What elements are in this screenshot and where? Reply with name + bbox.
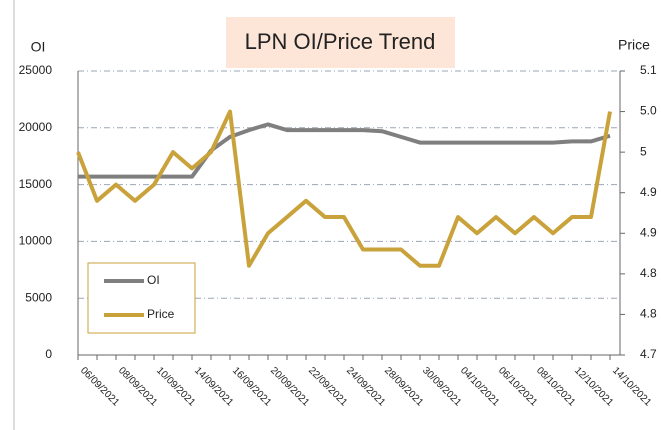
x-tick-label: 16/09/2021 (230, 365, 273, 408)
legend-label: OI (147, 273, 160, 287)
legend-box (87, 262, 196, 334)
x-tick-label: 08/10/2021 (534, 365, 577, 408)
x-tick-label: 20/09/2021 (268, 365, 311, 408)
legend-label: Price (147, 307, 175, 321)
y2-tick-label: 4.8 (640, 266, 657, 280)
x-tick-label: 04/10/2021 (458, 365, 501, 408)
y2-tick-label: 4.9 (640, 185, 657, 199)
y2-tick-label: 4.8 (640, 307, 657, 321)
x-tick-label: 10/09/2021 (154, 365, 197, 408)
y-tick-label: 20000 (19, 120, 53, 134)
x-tick-label: 12/10/2021 (572, 365, 615, 408)
y-tick-label: 25000 (19, 63, 53, 77)
x-tick-label: 30/09/2021 (420, 365, 463, 408)
y-tick-label: 15000 (19, 177, 53, 191)
chart-title: LPN OI/Price Trend (245, 29, 436, 54)
y-tick-label: 5000 (25, 290, 52, 304)
y2-tick-label: 4.7 (640, 347, 657, 361)
x-tick-label: 14/09/2021 (192, 365, 235, 408)
y2-tick-label: 5 (640, 144, 647, 158)
x-tick-label: 24/09/2021 (344, 365, 387, 408)
x-tick-label: 08/09/2021 (116, 365, 159, 408)
x-tick-label: 28/09/2021 (382, 365, 425, 408)
x-tick-label: 14/10/2021 (610, 365, 653, 408)
y2-tick-label: 4.9 (640, 225, 657, 239)
series-line (76, 109, 612, 268)
y-axis-label: OI (31, 39, 46, 55)
x-tick-label: 06/09/2021 (78, 365, 121, 408)
y-tick-label: 10000 (19, 234, 53, 248)
title-box (226, 17, 455, 68)
y2-tick-label: 5.1 (640, 63, 657, 77)
y2-tick-label: 5.0 (640, 104, 657, 118)
x-tick-label: 22/09/2021 (306, 365, 349, 408)
y2-axis-label: Price (618, 37, 650, 53)
series-line (78, 122, 611, 179)
x-tick-label: 06/10/2021 (496, 365, 539, 408)
y-tick-label: 0 (45, 347, 52, 361)
